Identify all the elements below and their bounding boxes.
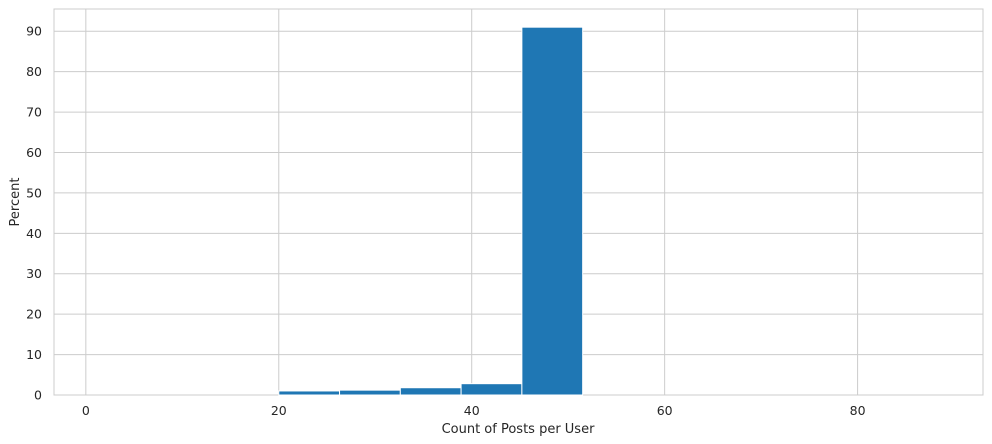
y-tick-label: 20 (26, 307, 42, 322)
x-axis-label: Count of Posts per User (442, 422, 596, 437)
histogram-bar (339, 389, 401, 396)
y-tick-label: 10 (26, 347, 42, 362)
x-tick-label: 80 (850, 403, 866, 418)
y-tick-label: 40 (26, 226, 42, 241)
x-tick-label: 60 (657, 403, 673, 418)
histogram-bar (399, 387, 462, 396)
y-axis-label: Percent (8, 178, 23, 227)
y-tick-label: 30 (26, 266, 42, 281)
histogram-bar (521, 26, 584, 396)
y-tick-label: 0 (34, 388, 42, 403)
plot-area (53, 8, 984, 396)
x-tick-labels: 0 20 40 60 80 (82, 403, 866, 418)
y-tick-label: 60 (26, 145, 42, 160)
histogram-bar (278, 390, 341, 396)
bars (278, 26, 584, 396)
y-tick-label: 80 (26, 64, 42, 79)
x-tick-label: 0 (82, 403, 90, 418)
y-tick-label: 50 (26, 185, 42, 200)
histogram-bar (460, 383, 523, 396)
y-tick-labels: 0 10 20 30 40 50 60 70 80 90 (26, 24, 42, 403)
y-tick-label: 90 (26, 24, 42, 39)
x-tick-label: 20 (271, 403, 287, 418)
y-tick-label: 70 (26, 105, 42, 120)
x-tick-label: 40 (464, 403, 480, 418)
